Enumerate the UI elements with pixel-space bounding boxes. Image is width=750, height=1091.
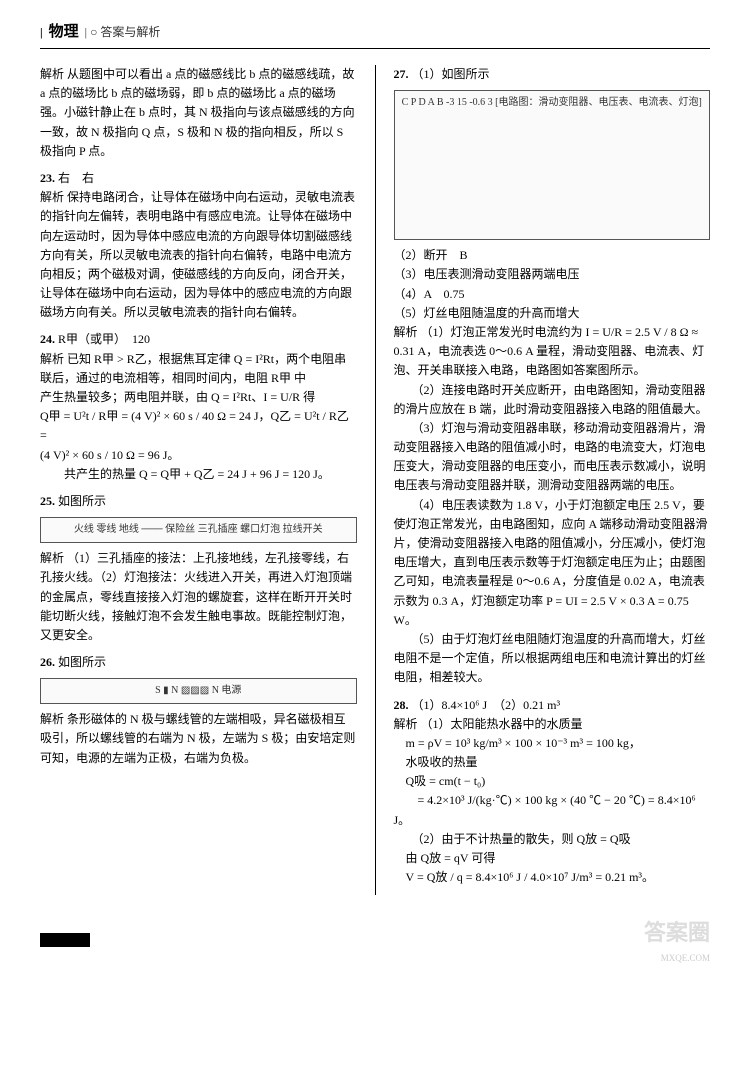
q24-eq1: Q甲 = U²t / R甲 = (4 V)² × 60 s / 40 Ω = 2…	[40, 409, 349, 442]
watermark-1: 答案圈	[644, 915, 710, 950]
q24-analysis-2: 产生热量较多；两电阻并联，由 Q = I²Rt、I = U/R 得	[40, 390, 315, 404]
q23-answer: 右 右	[58, 171, 94, 185]
q28-eq6: V = Q放 / q = 8.4×10⁶ J / 4.0×10⁷ J/m³ = …	[394, 870, 655, 884]
content-columns: 解析 从题图中可以看出 a 点的磁感线比 b 点的磁感线疏，故 a 点的磁场比 …	[40, 65, 710, 895]
q27-jx1b: 0.31 A，电流表选 0～0.6 A 量程，滑动变阻器、电流表、灯泡、开关串联…	[394, 344, 705, 377]
page-header: | 物理 | ○ 答案与解析	[40, 20, 710, 49]
q26: 26. 如图所示 S ▮ N ▨▨▨ N 电源 解析 条形磁体的 N 极与螺线管…	[40, 653, 357, 768]
q28-jx2: （2）由于不计热量的散失，则 Q放 = Q吸	[394, 832, 631, 846]
q22-analysis-text: 解析 从题图中可以看出 a 点的磁感线比 b 点的磁感线疏，故 a 点的磁场比 …	[40, 67, 355, 158]
q28-answer: （1）8.4×10⁶ J （2）0.21 m³	[412, 698, 561, 712]
q24-answer: R甲（或甲） 120	[58, 332, 150, 346]
footer: 答案圈 MXQE.COM	[40, 915, 710, 965]
header-subtitle: | ○ 答案与解析	[85, 23, 161, 42]
q28-eq2: 水吸收的热量	[394, 755, 478, 769]
q23-num: 23.	[40, 171, 55, 185]
q28-eq3: Q吸 = cm(t − t₀)	[394, 774, 486, 788]
q28-num: 28.	[394, 698, 409, 712]
q28-eq1: m = ρV = 10³ kg/m³ × 100 × 10⁻³ m³ = 100…	[394, 736, 641, 750]
q22-analysis: 解析 从题图中可以看出 a 点的磁感线比 b 点的磁感线疏，故 a 点的磁场比 …	[40, 65, 357, 161]
q27-jx4: （4）电压表读数为 1.8 V，小于灯泡额定电压 2.5 V，要使灯泡正常发光，…	[394, 498, 708, 627]
q27-jx1: 解析 （1）灯泡正常发光时电流约为 I = U/R = 2.5 V / 8 Ω …	[394, 325, 699, 339]
q26-analysis: 解析 条形磁体的 N 极与螺线管的左端相吸，异名磁极相互吸引，所以螺线管的右端为…	[40, 712, 355, 764]
q24-analysis-3: 共产生的热量 Q = Q甲 + Q乙 = 24 J + 96 J = 120 J…	[40, 467, 330, 481]
header-bar: |	[40, 23, 43, 42]
q26-diagram: S ▮ N ▨▨▨ N 电源	[40, 678, 357, 704]
q28-jx1: 解析 （1）太阳能热水器中的水质量	[394, 717, 583, 731]
q27: 27. （1）如图所示 C P D A B -3 15 -0.6 3 [电路图：…	[394, 65, 711, 688]
q24-analysis-1: 解析 已知 R甲 > R乙，根据焦耳定律 Q = I²Rt，两个电阻串联后，通过…	[40, 352, 346, 385]
q27-1: （1）如图所示	[412, 67, 490, 81]
q26-answer: 如图所示	[58, 655, 106, 669]
q27-5: （5）灯丝电阻随温度的升高而增大	[394, 306, 580, 320]
q28-eq4: = 4.2×10³ J/(kg·℃) × 100 kg × (40 ℃ − 20…	[394, 793, 696, 826]
q23: 23. 右 右 解析 保持电路闭合，让导体在磁场中向右运动，灵敏电流表的指针向左…	[40, 169, 357, 323]
q25: 25. 如图所示 火线 零线 地线 ─── 保险丝 三孔插座 螺口灯泡 拉线开关…	[40, 492, 357, 645]
q27-jx5: （5）由于灯泡灯丝电阻随灯泡温度的升高而增大，灯丝电阻不是一个定值，所以根据两组…	[394, 632, 706, 684]
q27-jx2: （2）连接电路时开关应断开，由电路图知，滑动变阻器的滑片应放在 B 端，此时滑动…	[394, 383, 708, 416]
q28: 28. （1）8.4×10⁶ J （2）0.21 m³ 解析 （1）太阳能热水器…	[394, 696, 711, 888]
q24-num: 24.	[40, 332, 55, 346]
q27-4: （4）A 0.75	[394, 287, 465, 301]
q27-num: 27.	[394, 67, 409, 81]
watermark-2: MXQE.COM	[644, 951, 710, 965]
q25-num: 25.	[40, 494, 55, 508]
column-separator	[375, 65, 376, 895]
q27-2: （2）断开 B	[394, 248, 468, 262]
header-subject: 物理	[49, 20, 79, 44]
q27-jx3: （3）灯泡与滑动变阻器串联，移动滑动变阻器滑片，滑动变阻器接入电路的阻值减小时，…	[394, 421, 706, 493]
q28-eq5: 由 Q放 = qV 可得	[394, 851, 496, 865]
q25-analysis: 解析 （1）三孔插座的接法：上孔接地线，左孔接零线，右孔接火线。（2）灯泡接法：…	[40, 551, 352, 642]
q23-analysis: 解析 保持电路闭合，让导体在磁场中向右运动，灵敏电流表的指针向左偏转，表明电路中…	[40, 190, 355, 319]
page-number-box	[40, 933, 90, 947]
right-column: 27. （1）如图所示 C P D A B -3 15 -0.6 3 [电路图：…	[394, 65, 711, 895]
q24-eq2: (4 V)² × 60 s / 10 Ω = 96 J。	[40, 448, 179, 462]
q25-answer: 如图所示	[58, 494, 106, 508]
q24: 24. R甲（或甲） 120 解析 已知 R甲 > R乙，根据焦耳定律 Q = …	[40, 330, 357, 484]
q26-num: 26.	[40, 655, 55, 669]
q27-diagram: C P D A B -3 15 -0.6 3 [电路图：滑动变阻器、电压表、电流…	[394, 90, 711, 240]
left-column: 解析 从题图中可以看出 a 点的磁感线比 b 点的磁感线疏，故 a 点的磁场比 …	[40, 65, 357, 895]
q27-3: （3）电压表测滑动变阻器两端电压	[394, 267, 580, 281]
q25-diagram: 火线 零线 地线 ─── 保险丝 三孔插座 螺口灯泡 拉线开关	[40, 517, 357, 543]
